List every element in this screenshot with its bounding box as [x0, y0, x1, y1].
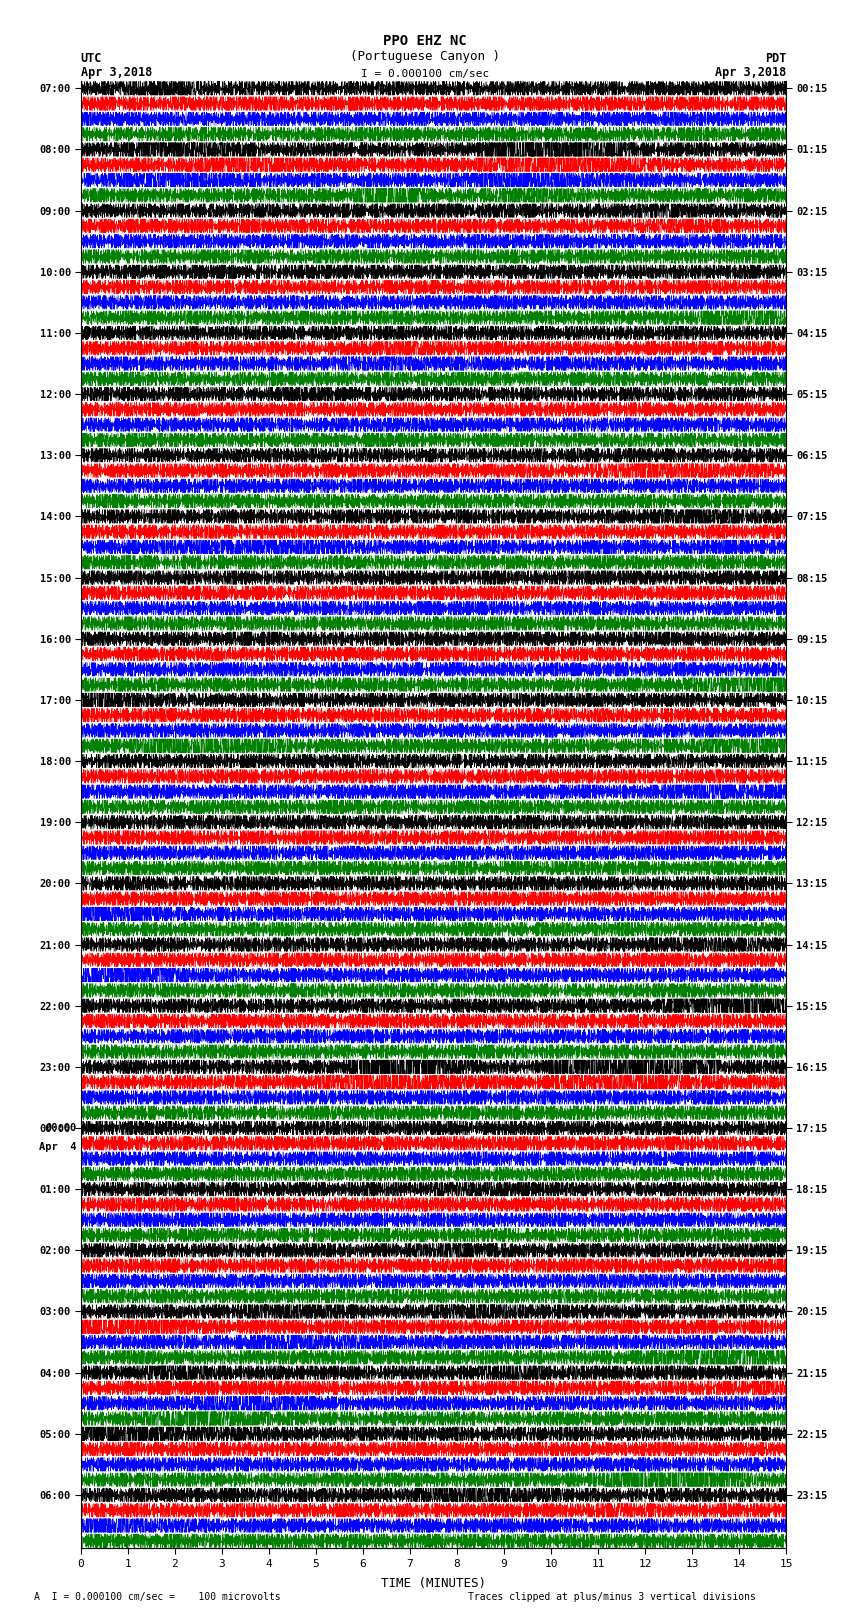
Text: PPO EHZ NC: PPO EHZ NC	[383, 34, 467, 48]
Text: (Portuguese Canyon ): (Portuguese Canyon )	[350, 50, 500, 63]
Text: PDT: PDT	[765, 52, 786, 65]
Text: Apr  4: Apr 4	[39, 1142, 76, 1152]
Text: 00:00: 00:00	[45, 1123, 76, 1132]
Text: UTC: UTC	[81, 52, 102, 65]
Text: I = 0.000100 cm/sec: I = 0.000100 cm/sec	[361, 69, 489, 79]
Text: Apr 3,2018: Apr 3,2018	[81, 66, 152, 79]
Text: Apr 3,2018: Apr 3,2018	[715, 66, 786, 79]
Text: Traces clipped at plus/minus 3 vertical divisions: Traces clipped at plus/minus 3 vertical …	[468, 1592, 756, 1602]
Text: A  I = 0.000100 cm/sec =    100 microvolts: A I = 0.000100 cm/sec = 100 microvolts	[34, 1592, 280, 1602]
X-axis label: TIME (MINUTES): TIME (MINUTES)	[381, 1578, 486, 1590]
